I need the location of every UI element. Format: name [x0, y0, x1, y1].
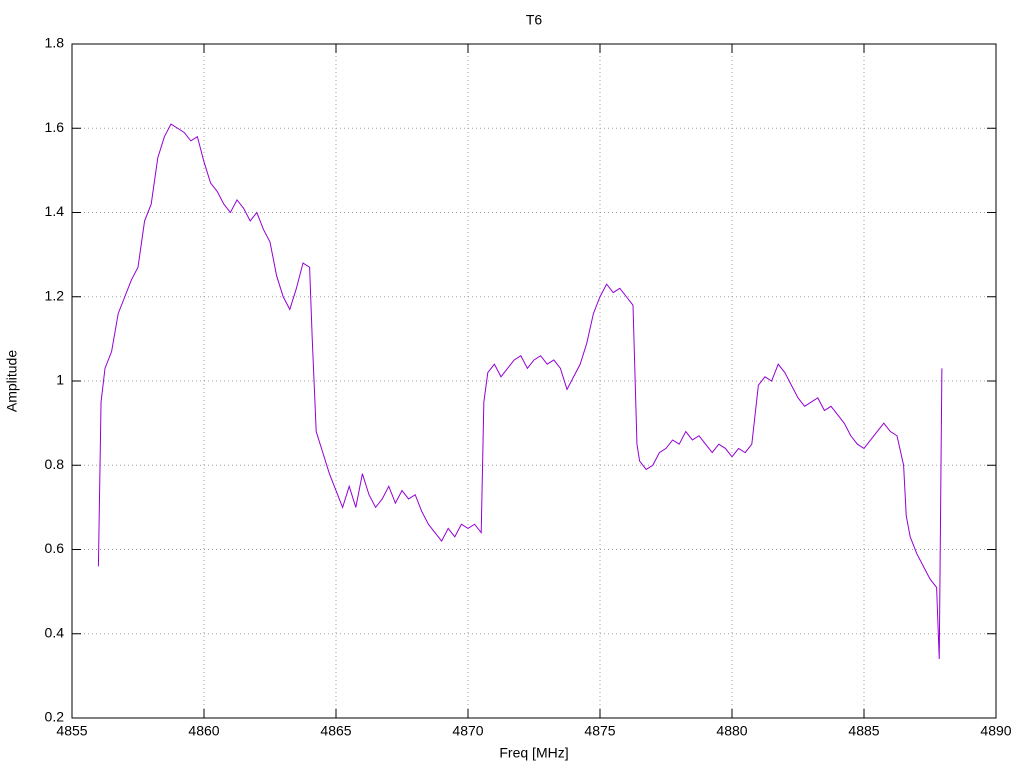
- plot-border: [71, 43, 997, 719]
- y-tick-label: 0.2: [45, 709, 65, 725]
- y-tick-label: 1.2: [45, 287, 65, 303]
- x-tick-label: 4855: [56, 723, 87, 739]
- x-tick-label: 4870: [452, 723, 483, 739]
- chart-title: T6: [526, 12, 543, 28]
- x-tick-label: 4865: [320, 723, 351, 739]
- x-axis-label: Freq [MHz]: [499, 745, 568, 761]
- y-tick-label: 1.4: [45, 203, 65, 219]
- y-tick-label: 0.8: [45, 456, 65, 472]
- x-tick-label: 4890: [980, 723, 1011, 739]
- x-tick-label: 4860: [188, 723, 219, 739]
- x-tick-label: 4885: [848, 723, 879, 739]
- y-axis-label: Amplitude: [4, 350, 20, 412]
- y-tick-label: 0.4: [45, 624, 65, 640]
- x-tick-label: 4880: [716, 723, 747, 739]
- y-tick-label: 1.6: [45, 119, 65, 135]
- y-tick-label: 0.6: [45, 540, 65, 556]
- x-tick-label: 4875: [584, 723, 615, 739]
- y-tick-label: 1.8: [45, 35, 65, 51]
- y-tick-label: 1: [56, 372, 64, 388]
- data-line: [97, 123, 943, 660]
